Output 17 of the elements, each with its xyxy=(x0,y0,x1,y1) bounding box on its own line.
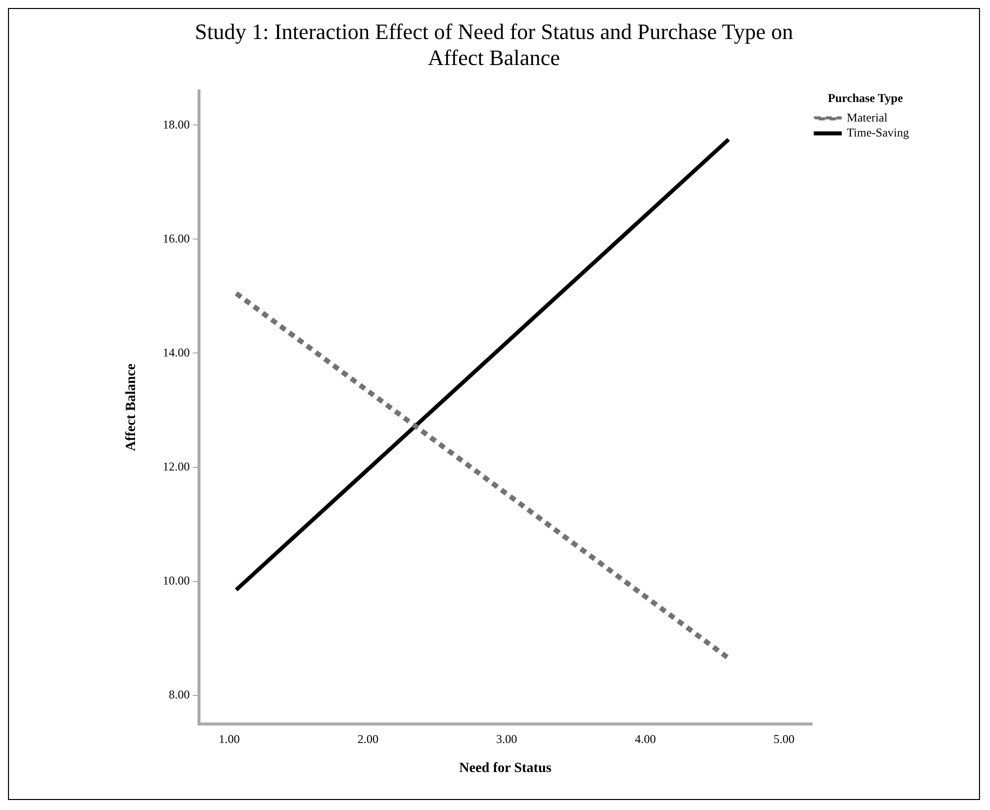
x-tick-label: 4.00 xyxy=(634,732,656,746)
y-axis-title: Affect Balance xyxy=(124,364,140,452)
y-tick-label: 16.00 xyxy=(162,231,190,246)
y-tick-label: 12.00 xyxy=(162,459,190,474)
x-tick-label: 1.00 xyxy=(218,732,240,746)
y-tick-label: 10.00 xyxy=(162,573,190,588)
legend-label: Time-Saving xyxy=(846,126,909,140)
legend-label: Material xyxy=(846,110,888,125)
y-tick-label: 14.00 xyxy=(162,345,190,360)
y-tick-label: 8.00 xyxy=(168,687,190,702)
x-tick-label: 5.00 xyxy=(774,732,795,746)
legend-title: Purchase Type xyxy=(828,91,904,106)
y-tick-label: 18.00 xyxy=(162,117,190,132)
chart-title: Study 1: Interaction Effect of Need for Status and Purchase Type on Affect Balance xyxy=(194,18,794,71)
x-tick-label: 3.00 xyxy=(496,732,518,746)
x-axis-title: Need for Status xyxy=(459,761,552,776)
x-tick-label: 2.00 xyxy=(357,732,378,746)
